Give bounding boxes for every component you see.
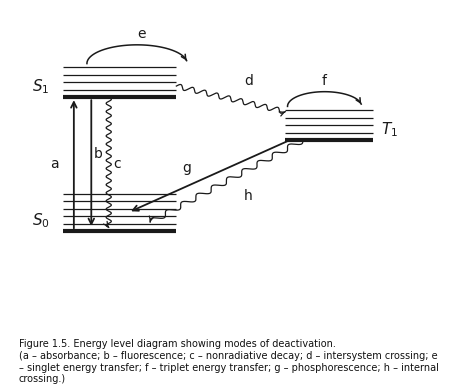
Text: e: e: [137, 27, 146, 41]
Text: a: a: [50, 157, 59, 171]
Text: $S_0$: $S_0$: [32, 211, 50, 230]
Text: f: f: [322, 74, 327, 88]
Text: c: c: [113, 157, 121, 171]
Text: d: d: [244, 74, 253, 88]
Text: $S_1$: $S_1$: [32, 77, 50, 96]
Text: Figure 1.5. Energy level diagram showing modes of deactivation.
(a – absorbance;: Figure 1.5. Energy level diagram showing…: [19, 340, 439, 384]
Text: b: b: [93, 147, 102, 161]
Text: g: g: [182, 161, 191, 175]
Text: h: h: [244, 189, 253, 203]
Text: $T_1$: $T_1$: [381, 120, 398, 139]
